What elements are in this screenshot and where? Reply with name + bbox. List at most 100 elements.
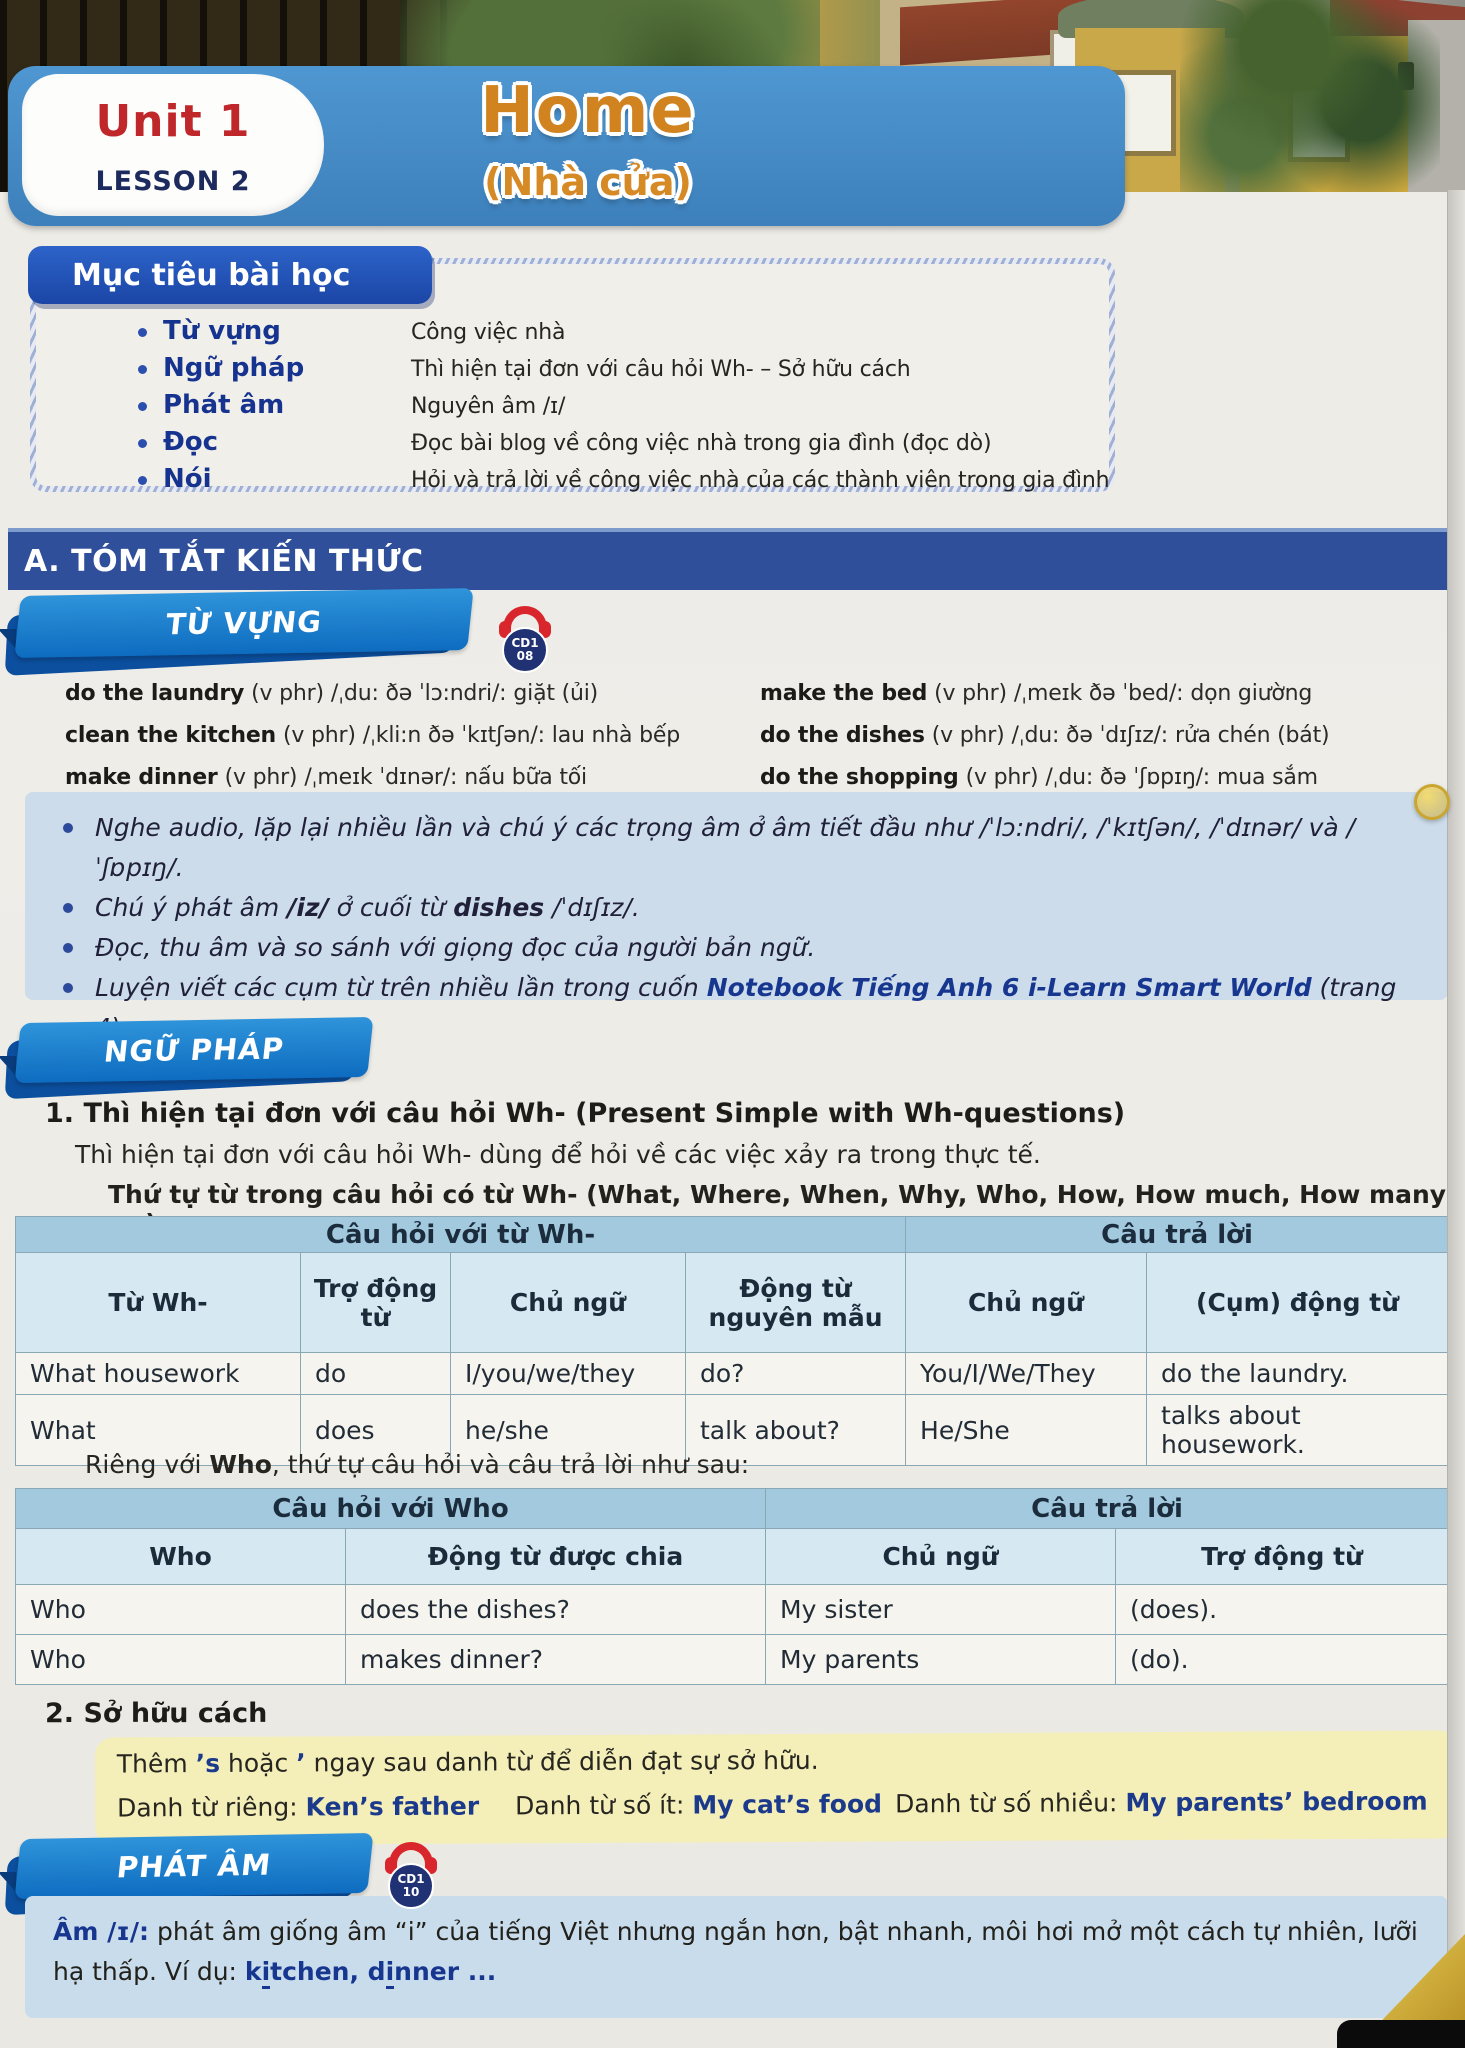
objective-desc: Thì hiện tại đơn với câu hỏi Wh- – Sở hữ… [411, 357, 911, 382]
table-row: What does he/she talk about? He/She talk… [15, 1394, 1450, 1466]
objective-desc: Nguyên âm /ɪ/ [411, 394, 566, 419]
unit-number: Unit 1 [95, 96, 251, 147]
note-text: Đọc, thu âm và so sánh với giọng đọc của… [95, 933, 816, 962]
objective-desc: Hỏi và trả lời về công việc nhà của các … [411, 468, 1110, 493]
note-text: , thứ tự câu hỏi và câu trả lời như sau: [271, 1450, 750, 1479]
table-cell: (does). [1115, 1584, 1450, 1635]
grammar-word-order-note: Thứ tự từ trong câu hỏi có từ Wh- (What,… [108, 1180, 1447, 1238]
column-header: Chủ ngữ [450, 1252, 686, 1353]
vocab-pos: (v phr) [283, 722, 356, 748]
example-label: Danh từ số nhiều: [895, 1788, 1126, 1819]
table-cell: I/you/we/they [450, 1352, 686, 1395]
unit-title-block: Home (Nhà cửa) [328, 66, 848, 226]
wh-question-table: Câu hỏi với từ Wh- Câu trả lời Từ Wh- Tr… [14, 1216, 1450, 1466]
table-cell: talks about housework. [1146, 1394, 1450, 1466]
vocab-meaning: lau nhà bếp [551, 722, 680, 748]
bullet-icon [138, 328, 147, 337]
column-header: Trợ động từ [300, 1252, 451, 1353]
possessive-example: Danh từ riêng: Ken’s father [117, 1792, 479, 1823]
group-header-question: Câu hỏi với Who [14, 1488, 767, 1529]
example-label: Danh từ số ít: [515, 1790, 693, 1821]
objective-item: Đọc Đọc bài blog về công việc nhà trong … [138, 427, 1099, 464]
table-header-row: Từ Wh- Trợ động từ Chủ ngữ Động từ nguyê… [15, 1252, 1450, 1353]
objective-desc: Đọc bài blog về công việc nhà trong gia … [411, 431, 992, 456]
notes-list: Nghe audio, lặp lại nhiều lần và chú ý c… [63, 808, 1412, 1048]
possessive-example: Danh từ số ít: My cat’s food [515, 1789, 882, 1820]
bullet-icon [138, 365, 147, 374]
table-cell: Who [15, 1584, 346, 1635]
example-label: Danh từ riêng: [117, 1792, 306, 1823]
table-cell: (do). [1115, 1634, 1450, 1685]
column-header: Chủ ngữ [905, 1252, 1148, 1353]
rule-text: ngay sau danh từ để diễn đạt sự sở hữu. [305, 1745, 819, 1778]
table-row: Who makes dinner? My parents (do). [15, 1634, 1450, 1685]
objective-label: Đọc [163, 427, 219, 457]
example-value: My parents’ bedroom [1125, 1786, 1428, 1818]
table-cell: My parents [765, 1634, 1117, 1685]
column-header: Who [15, 1528, 346, 1585]
table-cell: He/She [905, 1394, 1148, 1466]
table-group-row: Câu hỏi với Who Câu trả lời [14, 1488, 1450, 1529]
table-cell: he/she [450, 1394, 686, 1466]
objective-item: Phát âm Nguyên âm /ɪ/ [138, 390, 1099, 427]
column-header: Chủ ngữ [765, 1528, 1117, 1585]
unit-title: Home [480, 74, 696, 148]
grammar-heading-1: 1. Thì hiện tại đơn với câu hỏi Wh- (Pre… [45, 1098, 1126, 1129]
column-header: (Cụm) động từ [1146, 1252, 1450, 1353]
photo-tree [1180, 0, 1440, 192]
table-cell: talk about? [684, 1394, 907, 1466]
bullet-icon [63, 903, 73, 913]
possessive-heading: 2. Sở hữu cách [45, 1698, 268, 1729]
bullet-icon [138, 476, 147, 485]
example-value: Ken’s father [305, 1791, 480, 1822]
vocab-ipa: /ˌmeɪk ðə ˈbed/: [1013, 680, 1184, 706]
vocab-meaning: nấu bữa tối [464, 764, 587, 790]
table-row: Who does the dishes? My sister (does). [15, 1584, 1450, 1635]
objective-item: Nói Hỏi và trả lời về công việc nhà của … [138, 464, 1110, 501]
objective-label: Từ vựng [163, 316, 281, 346]
pron-body: phát âm giống âm “i” của tiếng Việt nhưn… [53, 1917, 1418, 1986]
grammar-paragraph: Thì hiện tại đơn với câu hỏi Wh- dùng để… [75, 1140, 1041, 1169]
note-item: Đọc, thu âm và so sánh với giọng đọc của… [63, 928, 1412, 968]
vocab-pos: (v phr) [931, 722, 1005, 748]
table-cell: do the laundry. [1146, 1352, 1450, 1395]
table-cell: What [15, 1394, 301, 1466]
notebook-title: Notebook Tiếng Anh 6 i-Learn Smart World [706, 973, 1312, 1002]
note-item: Nghe audio, lặp lại nhiều lần và chú ý c… [63, 808, 1412, 888]
note-bold: dishes [453, 893, 545, 922]
vocab-entry: make dinner (v phr) /ˌmeɪk ˈdɪnər/: nấu … [65, 756, 680, 798]
vocab-term: do the shopping [760, 764, 959, 790]
pron-lead: Âm /ɪ/: [53, 1917, 149, 1946]
cd-audio-icon: CD1 10 [384, 1842, 438, 1916]
column-header: Trợ động từ [1115, 1528, 1450, 1585]
note-text: ở cuối từ [328, 893, 454, 922]
vocab-term: do the dishes [760, 722, 925, 748]
bottom-tab [1337, 2020, 1465, 2048]
vocab-ipa: /ˌkli:n ðə ˈkɪtʃən/: [362, 722, 545, 748]
vocab-entry: do the laundry (v phr) /ˌdu: ðə ˈlɔ:ndri… [65, 672, 680, 714]
rule-text: hoặc [219, 1748, 297, 1778]
vocab-ribbon: TỪ VỰNG [0, 588, 474, 676]
note-bold: /iz/ [287, 893, 329, 922]
objective-label: Ngữ pháp [163, 353, 305, 383]
bullet-icon [63, 983, 73, 993]
cd-label: CD1 [397, 1872, 425, 1887]
group-header-answer: Câu trả lời [905, 1216, 1450, 1253]
pron-example: nner ... [394, 1957, 497, 1986]
headphone-band-icon [503, 606, 547, 632]
vocab-entry: do the shopping (v phr) /ˌdu: ðə ˈʃɒpɪŋ/… [760, 756, 1329, 798]
vocab-column-left: do the laundry (v phr) /ˌdu: ðə ˈlɔ:ndri… [65, 672, 680, 798]
vocab-term: make dinner [65, 764, 218, 790]
bullet-icon [63, 823, 73, 833]
study-notes-box: Nghe audio, lặp lại nhiều lần và chú ý c… [25, 792, 1448, 1042]
table-row: What housework do I/you/we/they do? You/… [15, 1352, 1450, 1395]
vocab-meaning: giặt (ủi) [513, 680, 598, 706]
objective-label: Phát âm [163, 390, 285, 420]
lesson-number: LESSON 2 [95, 166, 251, 197]
grammar-ribbon: NGỮ PHÁP [0, 1016, 374, 1100]
note-text: Riêng với [85, 1450, 210, 1479]
column-header: Từ Wh- [15, 1252, 301, 1353]
bullet-icon [138, 439, 147, 448]
vocab-column-right: make the bed (v phr) /ˌmeɪk ðə ˈbed/: dọ… [760, 672, 1330, 798]
note-item: Chú ý phát âm /iz/ ở cuối từ dishes /ˈdɪ… [63, 888, 1412, 928]
